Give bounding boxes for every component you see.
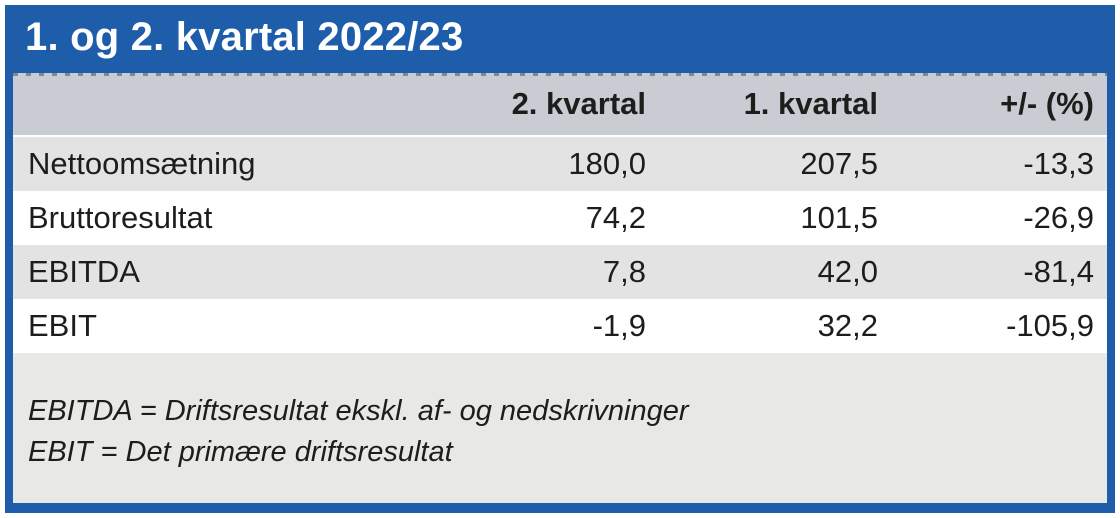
row-q2-value: 7,8 (602, 254, 646, 289)
table-row: Bruttoresultat 74,2 101,5 -26,9 (13, 191, 1107, 245)
table-row: Nettoomsætning 180,0 207,5 -13,3 (13, 137, 1107, 191)
row-q1-value: 42,0 (817, 254, 878, 289)
row-q1-value: 207,5 (800, 146, 878, 181)
footnote-ebitda: EBITDA = Driftsresultat ekskl. af- og ne… (28, 395, 689, 427)
table-row: EBIT -1,9 32,2 -105,9 (13, 299, 1107, 353)
row-change-value: -13,3 (1023, 146, 1094, 181)
row-change-value: -26,9 (1023, 200, 1094, 235)
header-change: +/- (%) (1000, 86, 1094, 121)
row-q1-value: 32,2 (817, 308, 878, 343)
header-q1: 1. kvartal (743, 86, 878, 121)
footnote-ebit: EBIT = Det primære driftsresultat (28, 436, 453, 469)
row-q2-value: -1,9 (592, 308, 646, 343)
row-label: EBITDA (28, 254, 140, 289)
row-label: EBIT (28, 308, 97, 343)
table-content: 2. kvartal 1. kvartal +/- (%) Nettoomsæt… (13, 73, 1107, 503)
row-label: Nettoomsætning (28, 146, 256, 181)
table-row: EBITDA 7,8 42,0 -81,4 (13, 245, 1107, 299)
page-title: 1. og 2. kvartal 2022/23 (25, 15, 464, 59)
row-q2-value: 180,0 (568, 146, 646, 181)
header-q2: 2. kvartal (511, 86, 646, 121)
title-bar: 1. og 2. kvartal 2022/23 (5, 5, 1115, 73)
row-label: Bruttoresultat (28, 200, 213, 235)
table-frame: 1. og 2. kvartal 2022/23 2. kvartal 1. k… (5, 5, 1115, 513)
row-change-value: -81,4 (1023, 254, 1094, 289)
table-header-row: 2. kvartal 1. kvartal +/- (%) (13, 73, 1107, 137)
row-q1-value: 101,5 (800, 200, 878, 235)
row-q2-value: 74,2 (585, 200, 646, 235)
footnote-area: EBITDA = Driftsresultat ekskl. af- og ne… (13, 353, 1107, 503)
row-change-value: -105,9 (1006, 308, 1094, 343)
